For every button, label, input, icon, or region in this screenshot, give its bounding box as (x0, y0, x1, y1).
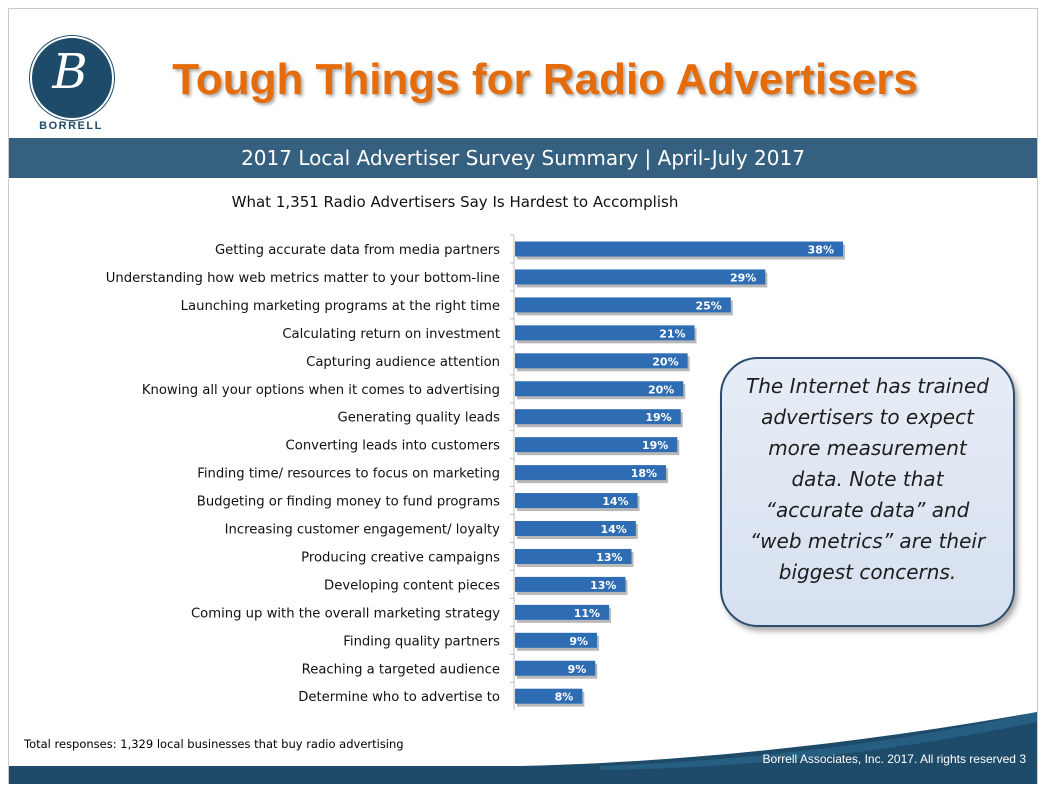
bar-value-label: 29% (730, 271, 756, 284)
bar (515, 325, 695, 341)
banner-text: 2017 Local Advertiser Survey Summary | A… (241, 146, 805, 170)
category-label: Understanding how web metrics matter to … (106, 271, 500, 286)
bar (515, 632, 597, 648)
slide-title: Tough Things for Radio Advertisers (172, 55, 918, 104)
bar (515, 465, 667, 481)
category-label: Getting accurate data from media partner… (215, 243, 500, 258)
bar-value-label: 19% (642, 439, 668, 452)
bar-value-label: 9% (568, 663, 587, 676)
chart-title: What 1,351 Radio Advertisers Say Is Hard… (231, 193, 679, 211)
category-label: Developing content pieces (324, 578, 500, 593)
logo-letter: B (52, 44, 88, 100)
bar-value-label: 11% (574, 607, 600, 620)
category-label: Generating quality leads (338, 411, 501, 426)
category-label: Converting leads into customers (286, 439, 501, 454)
category-label: Determine who to advertise to (298, 690, 500, 705)
logo-circle (30, 36, 114, 120)
bar-value-label: 20% (652, 355, 678, 368)
bar (515, 241, 843, 257)
category-label: Launching marketing programs at the righ… (181, 299, 500, 314)
bar-value-label: 13% (590, 579, 616, 592)
bar-value-label: 25% (695, 299, 721, 312)
bar (515, 576, 626, 592)
bar-value-label: 14% (602, 495, 628, 508)
subtitle-banner: 2017 Local Advertiser Survey Summary | A… (9, 138, 1037, 178)
callout-box: The Internet has trained advertisers to … (720, 357, 1015, 627)
category-label: Capturing audience attention (306, 355, 500, 370)
bar-value-label: 19% (645, 411, 671, 424)
bar (515, 493, 638, 509)
category-label: Knowing all your options when it comes t… (142, 383, 500, 398)
category-label: Increasing customer engagement/ loyalty (225, 523, 501, 538)
category-label: Budgeting or finding money to fund progr… (197, 495, 500, 510)
bar (515, 688, 583, 704)
category-label: Calculating return on investment (282, 327, 500, 342)
borrell-logo: B BORRELL (28, 36, 114, 136)
bar-value-label: 8% (555, 691, 574, 704)
bar-value-label: 18% (631, 467, 657, 480)
bar-value-label: 13% (596, 551, 622, 564)
bar (515, 660, 596, 676)
bar-value-label: 20% (648, 383, 674, 396)
category-label: Coming up with the overall marketing str… (191, 606, 500, 621)
bar-value-label: 38% (808, 244, 834, 257)
logo-wordmark: BORRELL (39, 120, 103, 132)
category-label: Producing creative campaigns (301, 550, 500, 565)
category-label: Finding time/ resources to focus on mark… (197, 467, 500, 482)
category-label: Finding quality partners (343, 634, 500, 649)
category-label: Reaching a targeted audience (302, 662, 500, 677)
callout-text: The Internet has trained advertisers to … (746, 374, 989, 584)
bar (515, 269, 766, 285)
bar (515, 353, 688, 369)
bar (515, 297, 731, 313)
bar (515, 548, 632, 564)
bar (515, 381, 684, 397)
footer-copyright: Borrell Associates, Inc. 2017. All right… (762, 752, 1026, 766)
footnote: Total responses: 1,329 local businesses … (24, 737, 404, 751)
bar (515, 409, 681, 425)
bar-value-label: 14% (600, 523, 626, 536)
bar-value-label: 9% (569, 635, 588, 648)
bar-value-label: 21% (659, 327, 685, 340)
bar (515, 437, 678, 453)
bar (515, 521, 636, 536)
bar (515, 604, 610, 620)
